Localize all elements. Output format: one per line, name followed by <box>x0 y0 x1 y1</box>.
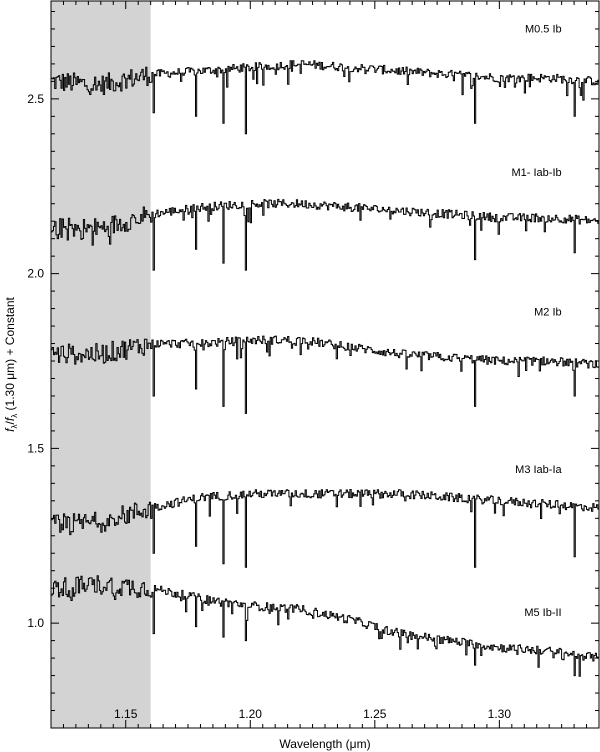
y-label-sub2: λ <box>10 414 19 418</box>
shaded-region <box>51 1 151 728</box>
series-label: M1- Iab-Ib <box>511 167 561 179</box>
series-label: M3 Iab-Ia <box>515 464 562 476</box>
spectrum-line <box>51 489 600 568</box>
series-label: M0.5 Ib <box>525 23 562 35</box>
y-tick-label: 2.0 <box>27 267 44 281</box>
y-tick-label: 1.5 <box>27 441 44 455</box>
spectrum-line <box>51 575 600 677</box>
spectrum-line <box>51 198 600 271</box>
spectrum-line <box>51 335 600 414</box>
x-axis-label: Wavelength (μm) <box>279 737 370 751</box>
x-tick-label: 1.20 <box>239 707 263 721</box>
series-label: M2 Ib <box>534 307 562 319</box>
x-axis-ticks: 1.15 1.20 1.25 1.30 <box>62 1 600 728</box>
x-tick-label: 1.25 <box>363 707 387 721</box>
y-axis-label: fλ/fλ (1.30 μm) + Constant <box>3 297 19 432</box>
spectra-lines <box>51 60 600 677</box>
y-label-f2: f <box>3 416 17 421</box>
y-label-rest: (1.30 μm) + Constant <box>3 297 17 414</box>
y-label-slash: / <box>3 420 17 424</box>
spectrum-line <box>51 60 600 135</box>
series-label: M5 Ib-II <box>524 607 561 619</box>
x-tick-label: 1.15 <box>114 707 138 721</box>
series-labels: M0.5 Ib M1- Iab-Ib M2 Ib M3 Iab-Ia M5 Ib-II <box>511 23 562 619</box>
y-label-f1: f <box>3 427 17 432</box>
y-axis-ticks: 1.0 1.5 2.0 2.5 <box>27 10 599 712</box>
y-label-sub1: λ <box>10 424 19 428</box>
y-tick-label: 1.0 <box>27 616 44 630</box>
x-tick-label: 1.30 <box>488 707 512 721</box>
y-tick-label: 2.5 <box>27 92 44 106</box>
